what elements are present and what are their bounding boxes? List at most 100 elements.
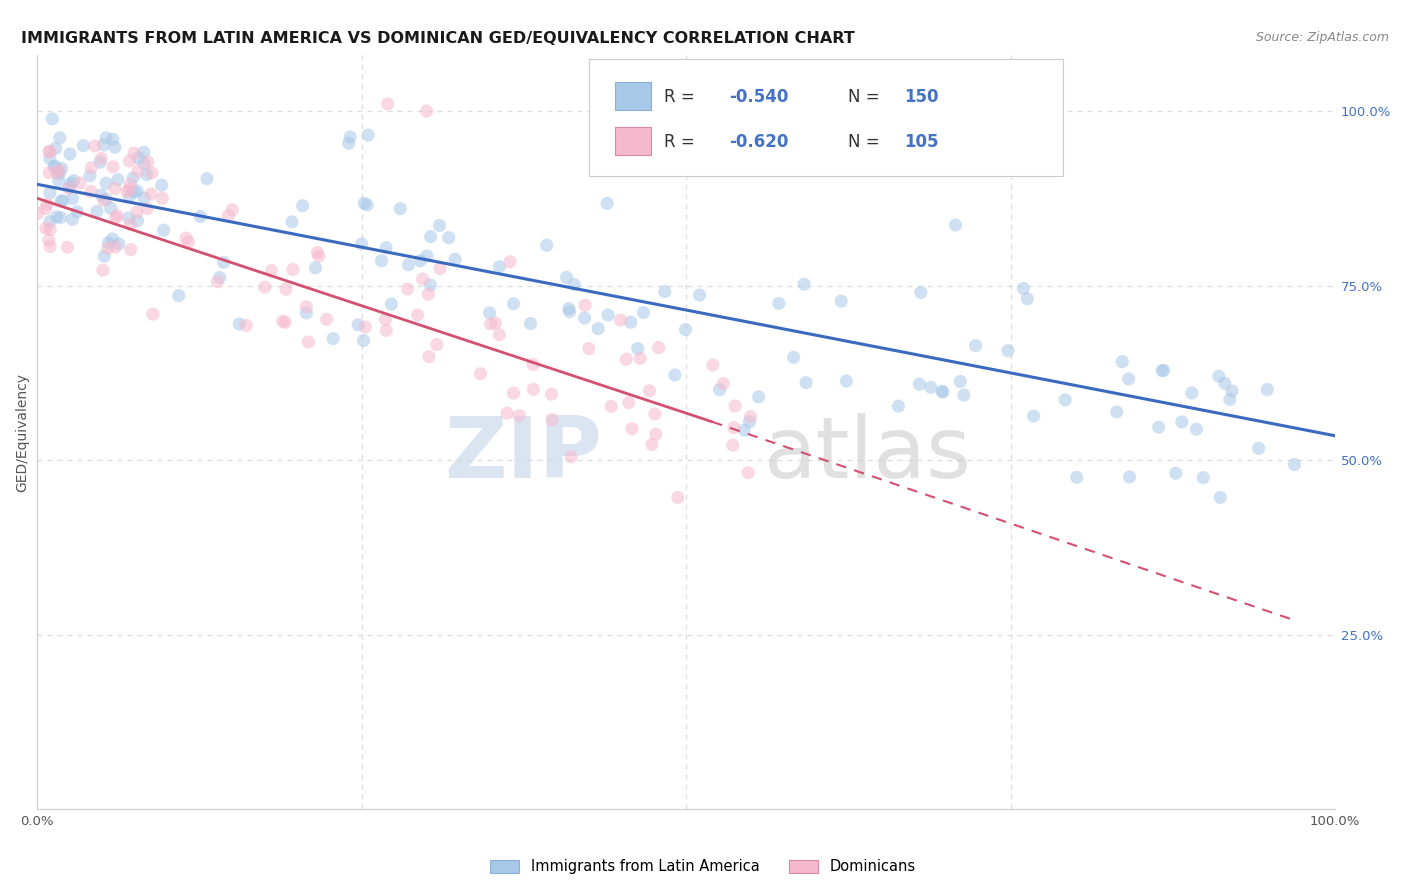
Point <box>104 211 127 225</box>
Point <box>419 229 441 244</box>
Point <box>122 170 145 185</box>
Point <box>675 322 697 336</box>
Point <box>127 214 149 228</box>
Point <box>429 261 451 276</box>
Point <box>51 161 73 176</box>
Text: atlas: atlas <box>763 413 972 496</box>
Point <box>738 415 761 429</box>
Point <box>562 277 585 292</box>
Point <box>1164 467 1187 481</box>
Point <box>35 221 58 235</box>
Point <box>337 136 360 151</box>
Point <box>127 164 149 178</box>
Point <box>281 262 304 277</box>
FancyBboxPatch shape <box>589 59 1063 176</box>
Text: R =: R = <box>664 87 700 105</box>
Point <box>62 174 84 188</box>
Point <box>212 255 235 269</box>
Point <box>291 199 314 213</box>
Point <box>488 260 510 274</box>
Point <box>910 285 932 300</box>
Point <box>835 374 858 388</box>
Point <box>104 240 127 254</box>
Point <box>94 192 117 206</box>
Point <box>353 196 375 211</box>
Point <box>350 237 373 252</box>
Point <box>724 399 747 413</box>
Point <box>633 305 655 319</box>
Point <box>793 277 815 292</box>
Point <box>1209 491 1232 505</box>
Point <box>675 132 697 146</box>
Point <box>496 406 519 420</box>
Point <box>920 380 942 394</box>
Point <box>1022 409 1045 424</box>
Point <box>374 312 396 326</box>
Point <box>91 263 114 277</box>
Point <box>39 222 62 236</box>
Point <box>27 206 49 220</box>
Point <box>1111 354 1133 368</box>
Point <box>118 189 141 203</box>
Point <box>1066 470 1088 484</box>
Point <box>48 131 70 145</box>
Point <box>93 137 115 152</box>
Point <box>375 323 398 337</box>
Point <box>260 263 283 277</box>
Point <box>142 307 165 321</box>
Point <box>620 315 643 329</box>
Point <box>46 166 69 180</box>
Point <box>768 296 790 310</box>
Point <box>647 341 669 355</box>
Point <box>105 208 128 222</box>
Point <box>945 218 967 232</box>
Point <box>122 146 145 161</box>
Point <box>997 343 1019 358</box>
Point <box>79 169 101 183</box>
Point <box>39 214 62 228</box>
Point <box>389 202 412 216</box>
Point <box>208 270 231 285</box>
Legend: Immigrants from Latin America, Dominicans: Immigrants from Latin America, Dominican… <box>484 854 922 880</box>
Point <box>100 202 122 216</box>
Point <box>356 198 378 212</box>
Point <box>380 297 402 311</box>
Point <box>398 258 420 272</box>
Point <box>502 386 524 401</box>
Point <box>536 238 558 252</box>
Point <box>1181 386 1204 401</box>
Point <box>499 255 522 269</box>
Point <box>353 334 375 348</box>
Text: N =: N = <box>848 133 886 151</box>
Point <box>177 235 200 250</box>
Point <box>1185 422 1208 436</box>
Point <box>101 232 124 246</box>
Point <box>307 245 329 260</box>
Point <box>522 383 544 397</box>
Point <box>49 211 72 225</box>
Point <box>1054 392 1077 407</box>
Point <box>540 387 562 401</box>
Point <box>419 277 441 292</box>
Point <box>418 287 440 301</box>
Point <box>508 409 530 423</box>
Text: ZIP: ZIP <box>444 413 602 496</box>
Point <box>627 342 650 356</box>
Point <box>558 301 581 316</box>
Point <box>478 306 501 320</box>
Point <box>666 491 689 505</box>
Point <box>120 178 142 192</box>
Point <box>949 375 972 389</box>
Point <box>737 466 759 480</box>
Point <box>69 176 91 190</box>
Point <box>141 166 163 180</box>
Point <box>90 152 112 166</box>
Point <box>600 400 623 414</box>
Point <box>522 358 544 372</box>
Point <box>107 172 129 186</box>
Point <box>56 240 79 254</box>
Point <box>66 204 89 219</box>
Point <box>609 313 631 327</box>
Point <box>782 351 804 365</box>
Point <box>1153 363 1175 377</box>
